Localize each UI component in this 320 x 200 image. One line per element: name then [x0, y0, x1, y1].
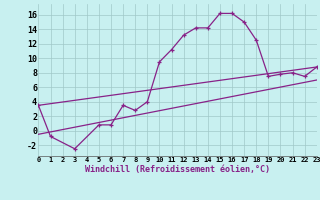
X-axis label: Windchill (Refroidissement éolien,°C): Windchill (Refroidissement éolien,°C) — [85, 165, 270, 174]
